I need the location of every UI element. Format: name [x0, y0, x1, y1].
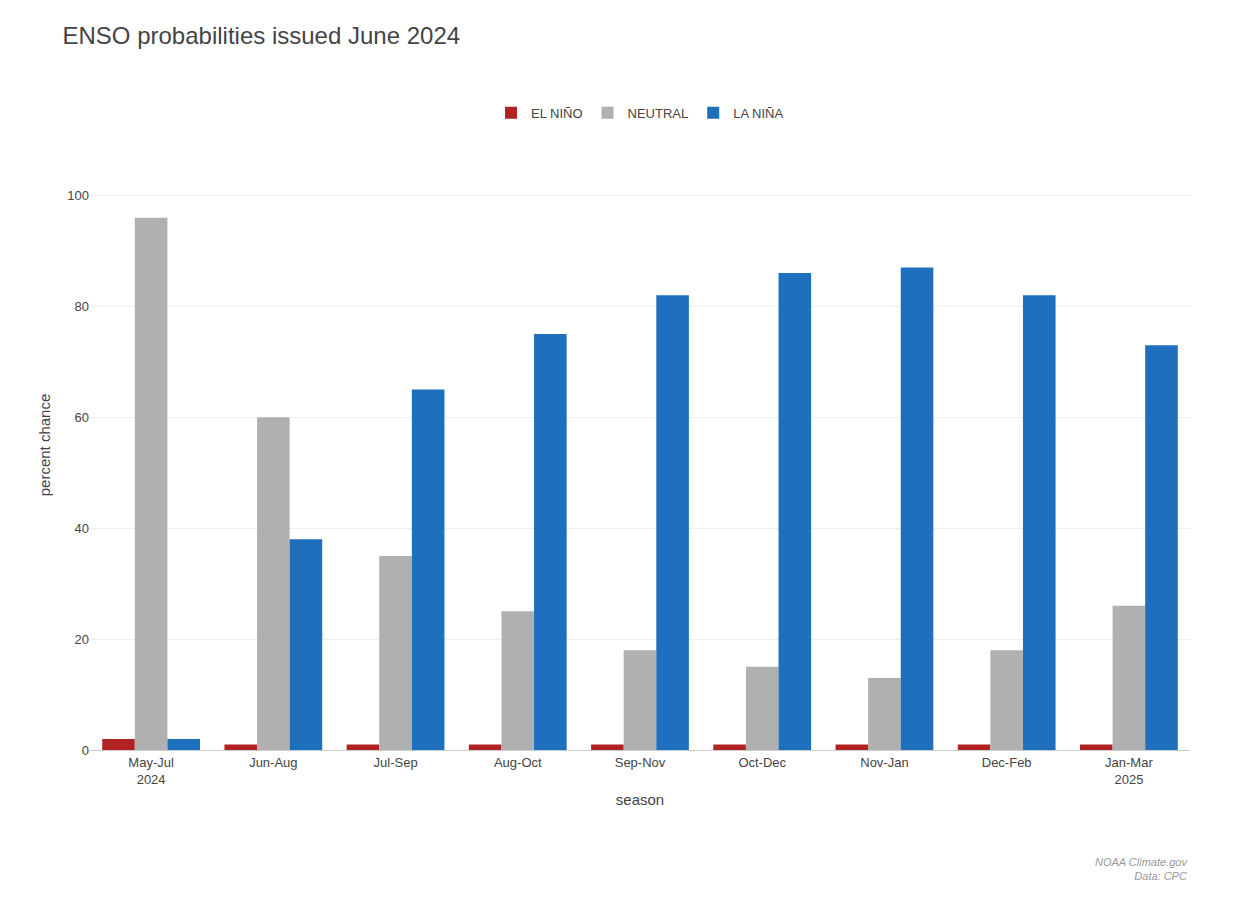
- svg-text:60: 60: [75, 410, 89, 425]
- svg-text:Nov-Jan: Nov-Jan: [860, 755, 908, 770]
- svg-text:40: 40: [75, 521, 89, 536]
- svg-text:100: 100: [67, 188, 89, 203]
- svg-text:Aug-Oct: Aug-Oct: [494, 755, 542, 770]
- svg-text:Jun-Aug: Jun-Aug: [249, 755, 297, 770]
- svg-text:NEUTRAL: NEUTRAL: [628, 106, 689, 121]
- svg-text:0: 0: [82, 743, 89, 758]
- svg-text:Oct-Dec: Oct-Dec: [738, 755, 786, 770]
- svg-text:season: season: [616, 791, 664, 808]
- svg-text:Dec-Feb: Dec-Feb: [982, 755, 1032, 770]
- svg-text:LA NIÑA: LA NIÑA: [733, 106, 783, 121]
- svg-text:Jan-Mar2025: Jan-Mar2025: [1105, 755, 1153, 787]
- svg-text:percent chance: percent chance: [36, 394, 53, 497]
- svg-text:Sep-Nov: Sep-Nov: [615, 755, 666, 770]
- svg-text:80: 80: [75, 299, 89, 314]
- svg-text:EL NIÑO: EL NIÑO: [531, 106, 583, 121]
- svg-text:20: 20: [75, 632, 89, 647]
- svg-text:Jul-Sep: Jul-Sep: [374, 755, 418, 770]
- svg-text:NOAA Climate.govData: CPC: NOAA Climate.govData: CPC: [1095, 856, 1188, 882]
- svg-text:ENSO probabilities issued June: ENSO probabilities issued June 2024: [63, 22, 461, 49]
- svg-text:May-Jul2024: May-Jul2024: [128, 755, 174, 787]
